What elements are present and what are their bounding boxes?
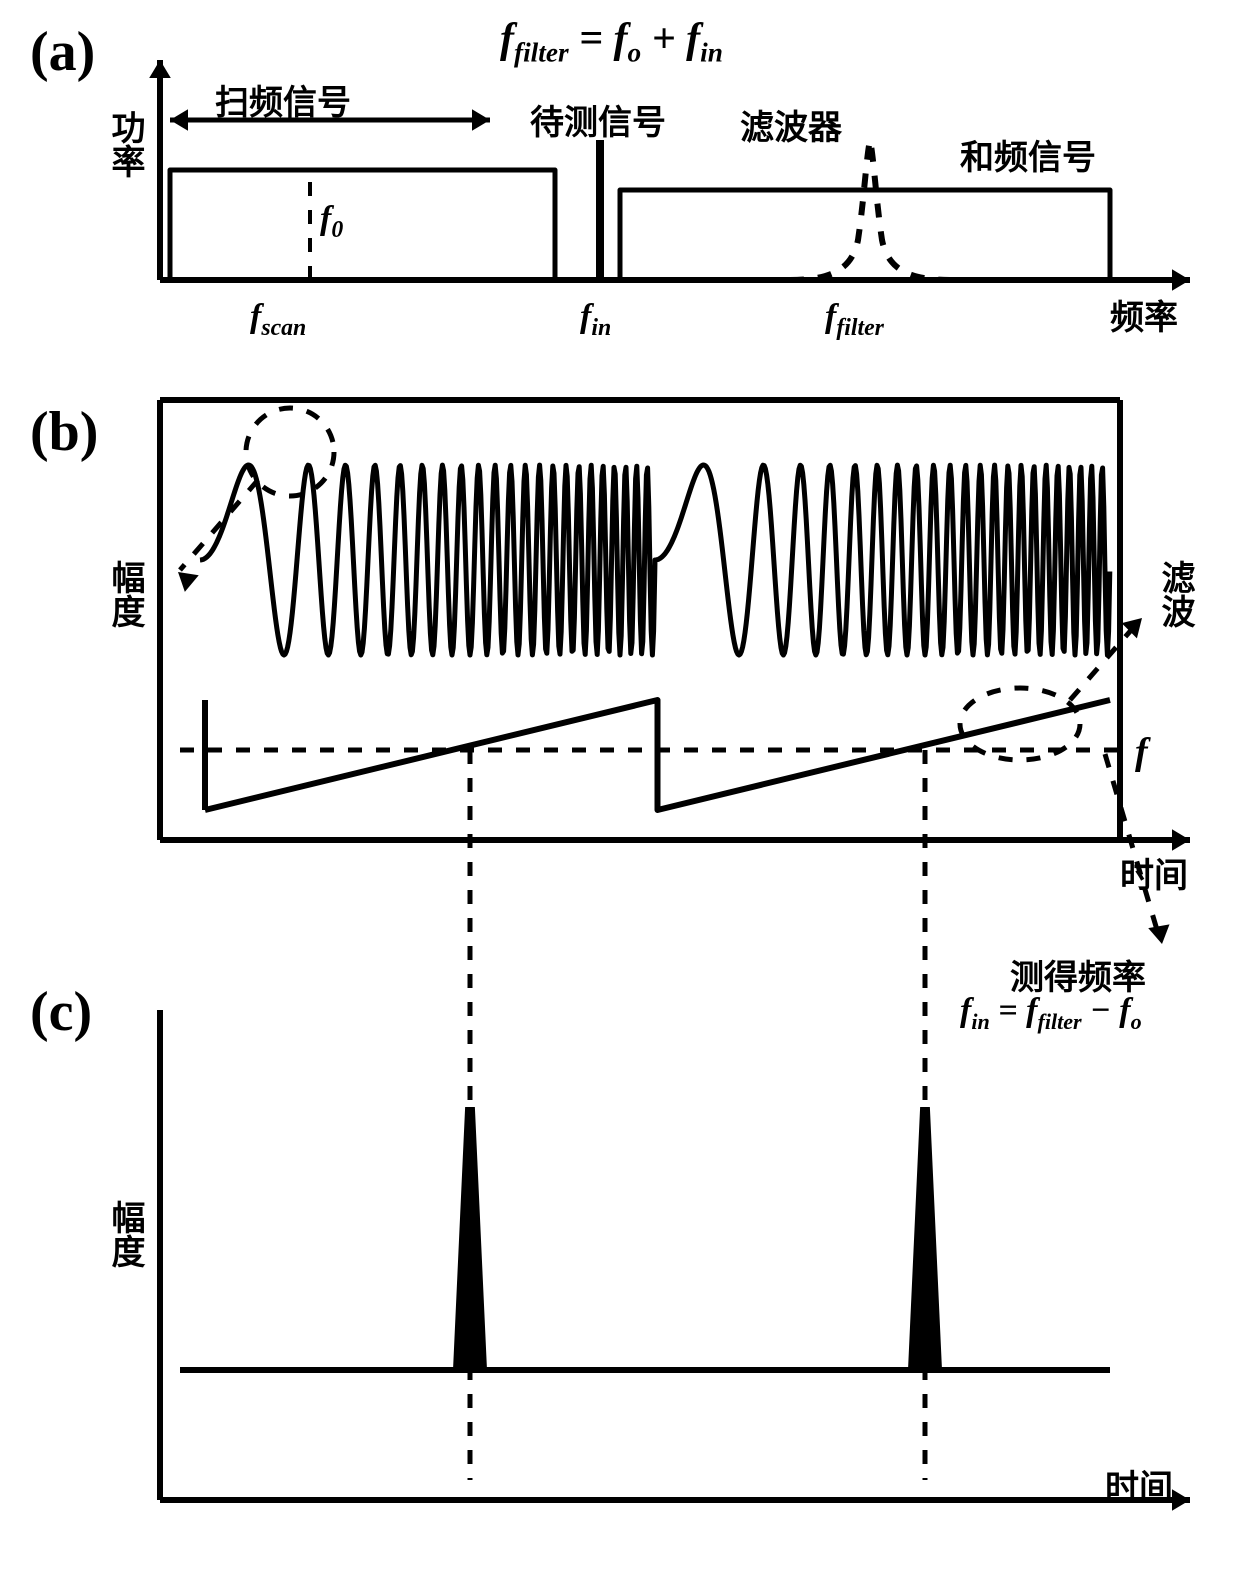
label-f: f: [1135, 730, 1148, 774]
label-filter: 滤波器: [740, 100, 842, 149]
figure-svg: [0, 0, 1240, 1594]
label-ffilter: ffilter: [825, 298, 884, 342]
panel-c-x-axis-label: 时间: [1105, 1460, 1173, 1509]
panel-a-label: (a): [30, 20, 95, 84]
panel-b-side-label: 滤波: [1150, 560, 1199, 628]
panel-b-label: (b): [30, 400, 98, 464]
panel-c-label: (c): [30, 980, 92, 1044]
label-fin: fin: [580, 298, 611, 342]
figure-root: (a) 功率 频率 ffilter = fo + fin 扫频信号 待测信号 滤…: [0, 0, 1240, 1594]
panel-a-x-axis-label: 频率: [1110, 290, 1178, 339]
panel-c-y-axis-label: 幅度: [100, 1200, 149, 1268]
panel-a-y-axis-label: 功率: [100, 110, 149, 178]
label-scan-signal: 扫频信号: [215, 75, 351, 124]
panel-b-x-axis-label: 时间: [1120, 848, 1188, 897]
label-sum-signal: 和频信号: [960, 130, 1096, 179]
label-measured-formula: fin = ffilter − fo: [960, 992, 1142, 1035]
panel-a-formula: ffilter = fo + fin: [500, 15, 723, 68]
label-f0: f0: [320, 200, 343, 244]
label-under-test: 待测信号: [530, 95, 666, 144]
label-fscan: fscan: [250, 298, 306, 342]
panel-b-y-axis-label: 幅度: [100, 560, 149, 628]
